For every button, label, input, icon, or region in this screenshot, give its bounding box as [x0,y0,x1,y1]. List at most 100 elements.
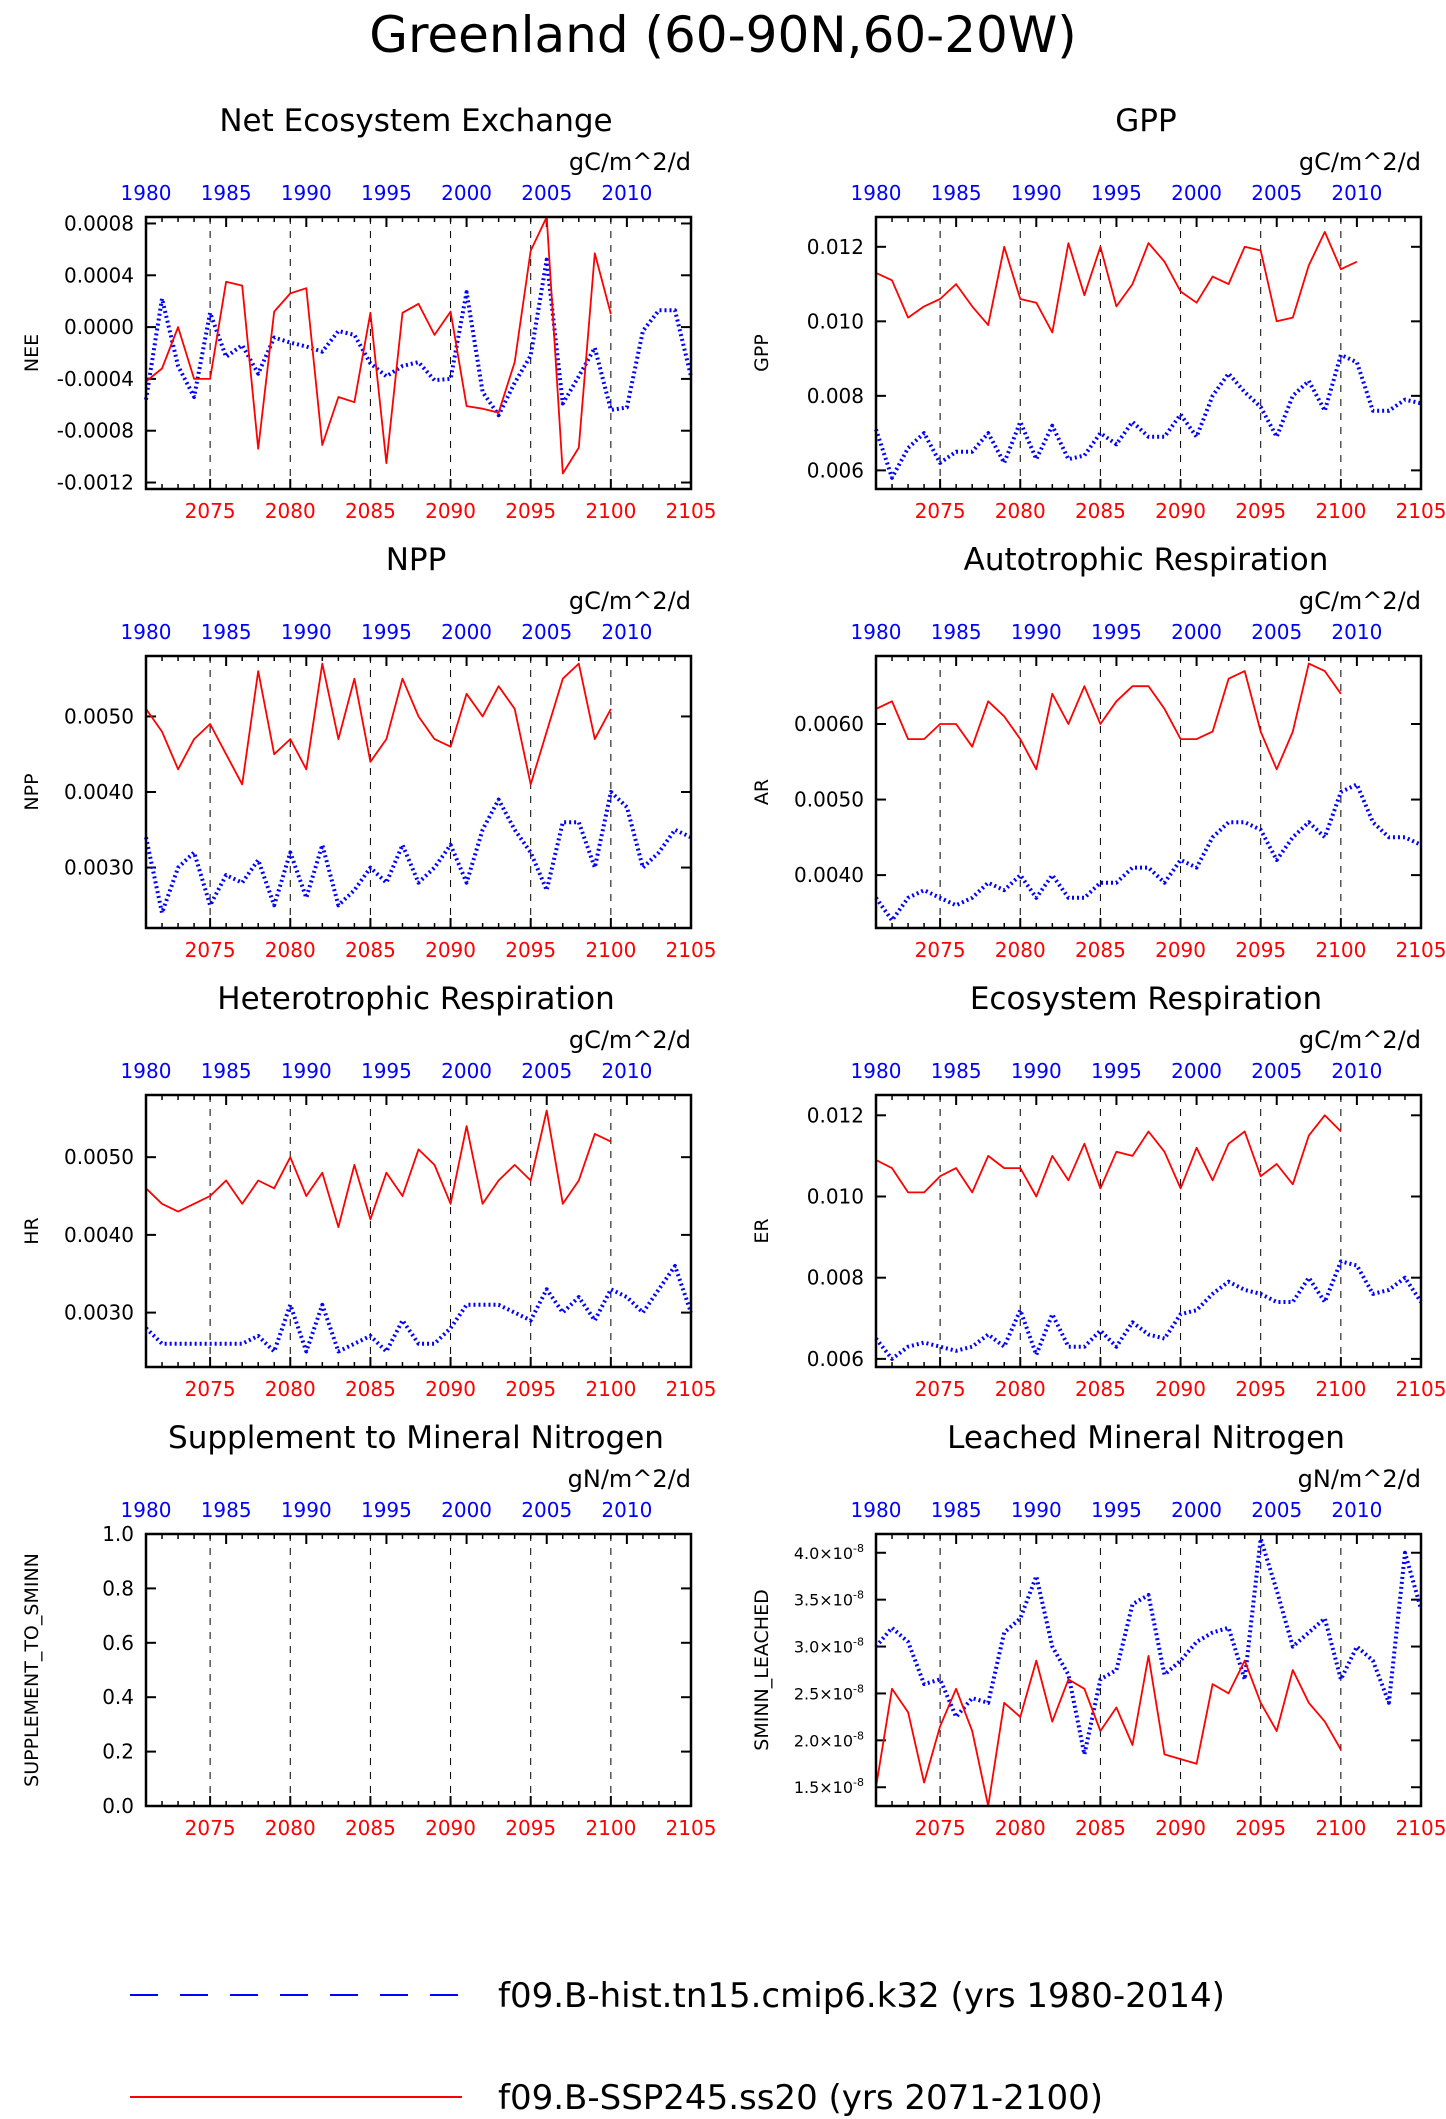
top-tick-label: 1985 [931,1498,982,1522]
top-tick-label: 2010 [601,620,652,644]
panel-units: gN/m^2/d [568,1465,691,1493]
y-tick-label: 0.0050 [64,1145,134,1169]
plot-frame [874,215,1423,491]
panels: Net Ecosystem Exchange gC/m^2/d NEE 2075 208… [21,103,1446,1840]
top-tick-label: 1985 [931,1059,982,1083]
top-tick-label: 2010 [601,181,652,205]
panel-units: gN/m^2/d [1298,1465,1421,1493]
legend-ssp-label: f09.B-SSP245.ss20 (yrs 2071-2100) [498,2078,1103,2118]
x-tick-label: 2100 [1315,1377,1366,1401]
x-tick-label: 2080 [265,499,316,523]
x-tick-label: 2100 [1315,938,1366,962]
x-tick-label: 2090 [425,499,476,523]
x-tick-label: 2105 [1396,938,1446,962]
plot-frame [144,215,693,491]
top-tick-label: 1985 [201,181,252,205]
series-hist-line [144,257,693,418]
top-tick-label: 2000 [441,1059,492,1083]
top-tick-label: 1985 [931,181,982,205]
y-tick-label: 0.010 [807,1184,864,1208]
x-tick-label: 2095 [1235,1816,1286,1840]
plot-frame [874,1093,1423,1369]
figure-title: Greenland (60-90N,60-20W) [369,6,1077,64]
panel-units: gC/m^2/d [569,1026,691,1054]
top-tick-label: 2010 [1331,1498,1382,1522]
y-tick-label: 0.0000 [64,315,134,339]
y-tick-label: -0.0008 [57,419,134,443]
panel-units: gC/m^2/d [569,148,691,176]
x-tick-label: 2095 [1235,938,1286,962]
x-tick-label: 2075 [185,1816,236,1840]
x-tick-label: 2085 [1075,499,1126,523]
panel-title: Autotrophic Respiration [964,542,1329,578]
series-ssp-line [875,1655,1342,1807]
y-axis-label: NEE [21,334,43,372]
top-tick-label: 2010 [601,1059,652,1083]
top-tick-label: 1985 [201,1059,252,1083]
y-axis-label: ER [751,1218,773,1243]
top-tick-label: 1980 [851,1059,902,1083]
top-tick-label: 2000 [1171,1498,1222,1522]
panel-supplement-to-mineral-nitrogen: Supplement to Mineral Nitrogen gN/m^2/d SU… [21,1420,716,1840]
x-tick-label: 2095 [1235,499,1286,523]
series-hist-line [874,1536,1423,1757]
x-tick-label: 2100 [1315,1816,1366,1840]
top-tick-label: 2005 [521,1498,572,1522]
x-tick-label: 2090 [1155,1816,1206,1840]
series-ssp-line [875,230,1358,334]
panel-leached-mineral-nitrogen: Leached Mineral Nitrogen gN/m^2/d SMINN_LE… [751,1420,1446,1840]
y-tick-label: 0.008 [807,1266,864,1290]
x-tick-label: 2075 [915,938,966,962]
legend-hist-label: f09.B-hist.tn15.cmip6.k32 (yrs 1980-2014… [498,1976,1225,2016]
y-tick-label: 0.0030 [64,856,134,880]
x-tick-label: 2100 [585,499,636,523]
top-tick-label: 1990 [281,620,332,644]
top-tick-label: 2005 [521,181,572,205]
x-tick-label: 2105 [1396,1377,1446,1401]
x-tick-label: 2080 [265,1377,316,1401]
x-tick-label: 2095 [505,938,556,962]
top-tick-label: 1990 [1011,1059,1062,1083]
y-tick-label: -0.0004 [57,367,134,391]
x-tick-label: 2095 [505,499,556,523]
top-tick-label: 1990 [281,1059,332,1083]
top-tick-label: 1980 [121,181,172,205]
top-tick-label: 1990 [1011,1498,1062,1522]
panel-title: Supplement to Mineral Nitrogen [168,1420,664,1456]
top-tick-label: 1990 [281,1498,332,1522]
top-tick-label: 2000 [1171,181,1222,205]
top-tick-label: 1995 [361,620,412,644]
y-tick-label: 0.006 [807,458,864,482]
y-tick-label: 0.006 [807,1347,864,1371]
y-tick-label: 0.4 [102,1685,134,1709]
series-ssp-line [875,1114,1342,1198]
x-tick-label: 2090 [425,938,476,962]
y-tick-label: 0.0040 [794,863,864,887]
panel-units: gC/m^2/d [569,587,691,615]
top-tick-label: 1980 [851,181,902,205]
x-tick-label: 2100 [1315,499,1366,523]
x-tick-label: 2095 [505,1816,556,1840]
series-ssp-line [145,216,612,475]
panel-gpp: GPP gC/m^2/d GPP 2075 2080 2085 2090 2095 2100 21… [751,103,1446,523]
top-tick-label: 2010 [1331,1059,1382,1083]
y-tick-label: 0.0004 [64,263,134,287]
x-tick-label: 2075 [185,938,236,962]
top-tick-label: 1995 [1091,181,1142,205]
y-tick-label: 0.0050 [64,704,134,728]
y-tick-label: 0.012 [807,235,864,259]
top-tick-label: 1980 [851,620,902,644]
y-axis-label: HR [21,1217,43,1245]
x-tick-label: 2080 [995,499,1046,523]
y-axis-label: SMINN_LEACHED [751,1589,773,1750]
plot-frame [144,1532,693,1808]
x-tick-label: 2080 [995,1377,1046,1401]
top-tick-label: 1985 [201,620,252,644]
top-tick-label: 2010 [1331,620,1382,644]
top-tick-label: 1985 [931,620,982,644]
y-axis-label: AR [751,779,773,805]
x-tick-label: 2090 [1155,1377,1206,1401]
top-tick-label: 2005 [1251,181,1302,205]
panel-title: GPP [1115,103,1176,139]
